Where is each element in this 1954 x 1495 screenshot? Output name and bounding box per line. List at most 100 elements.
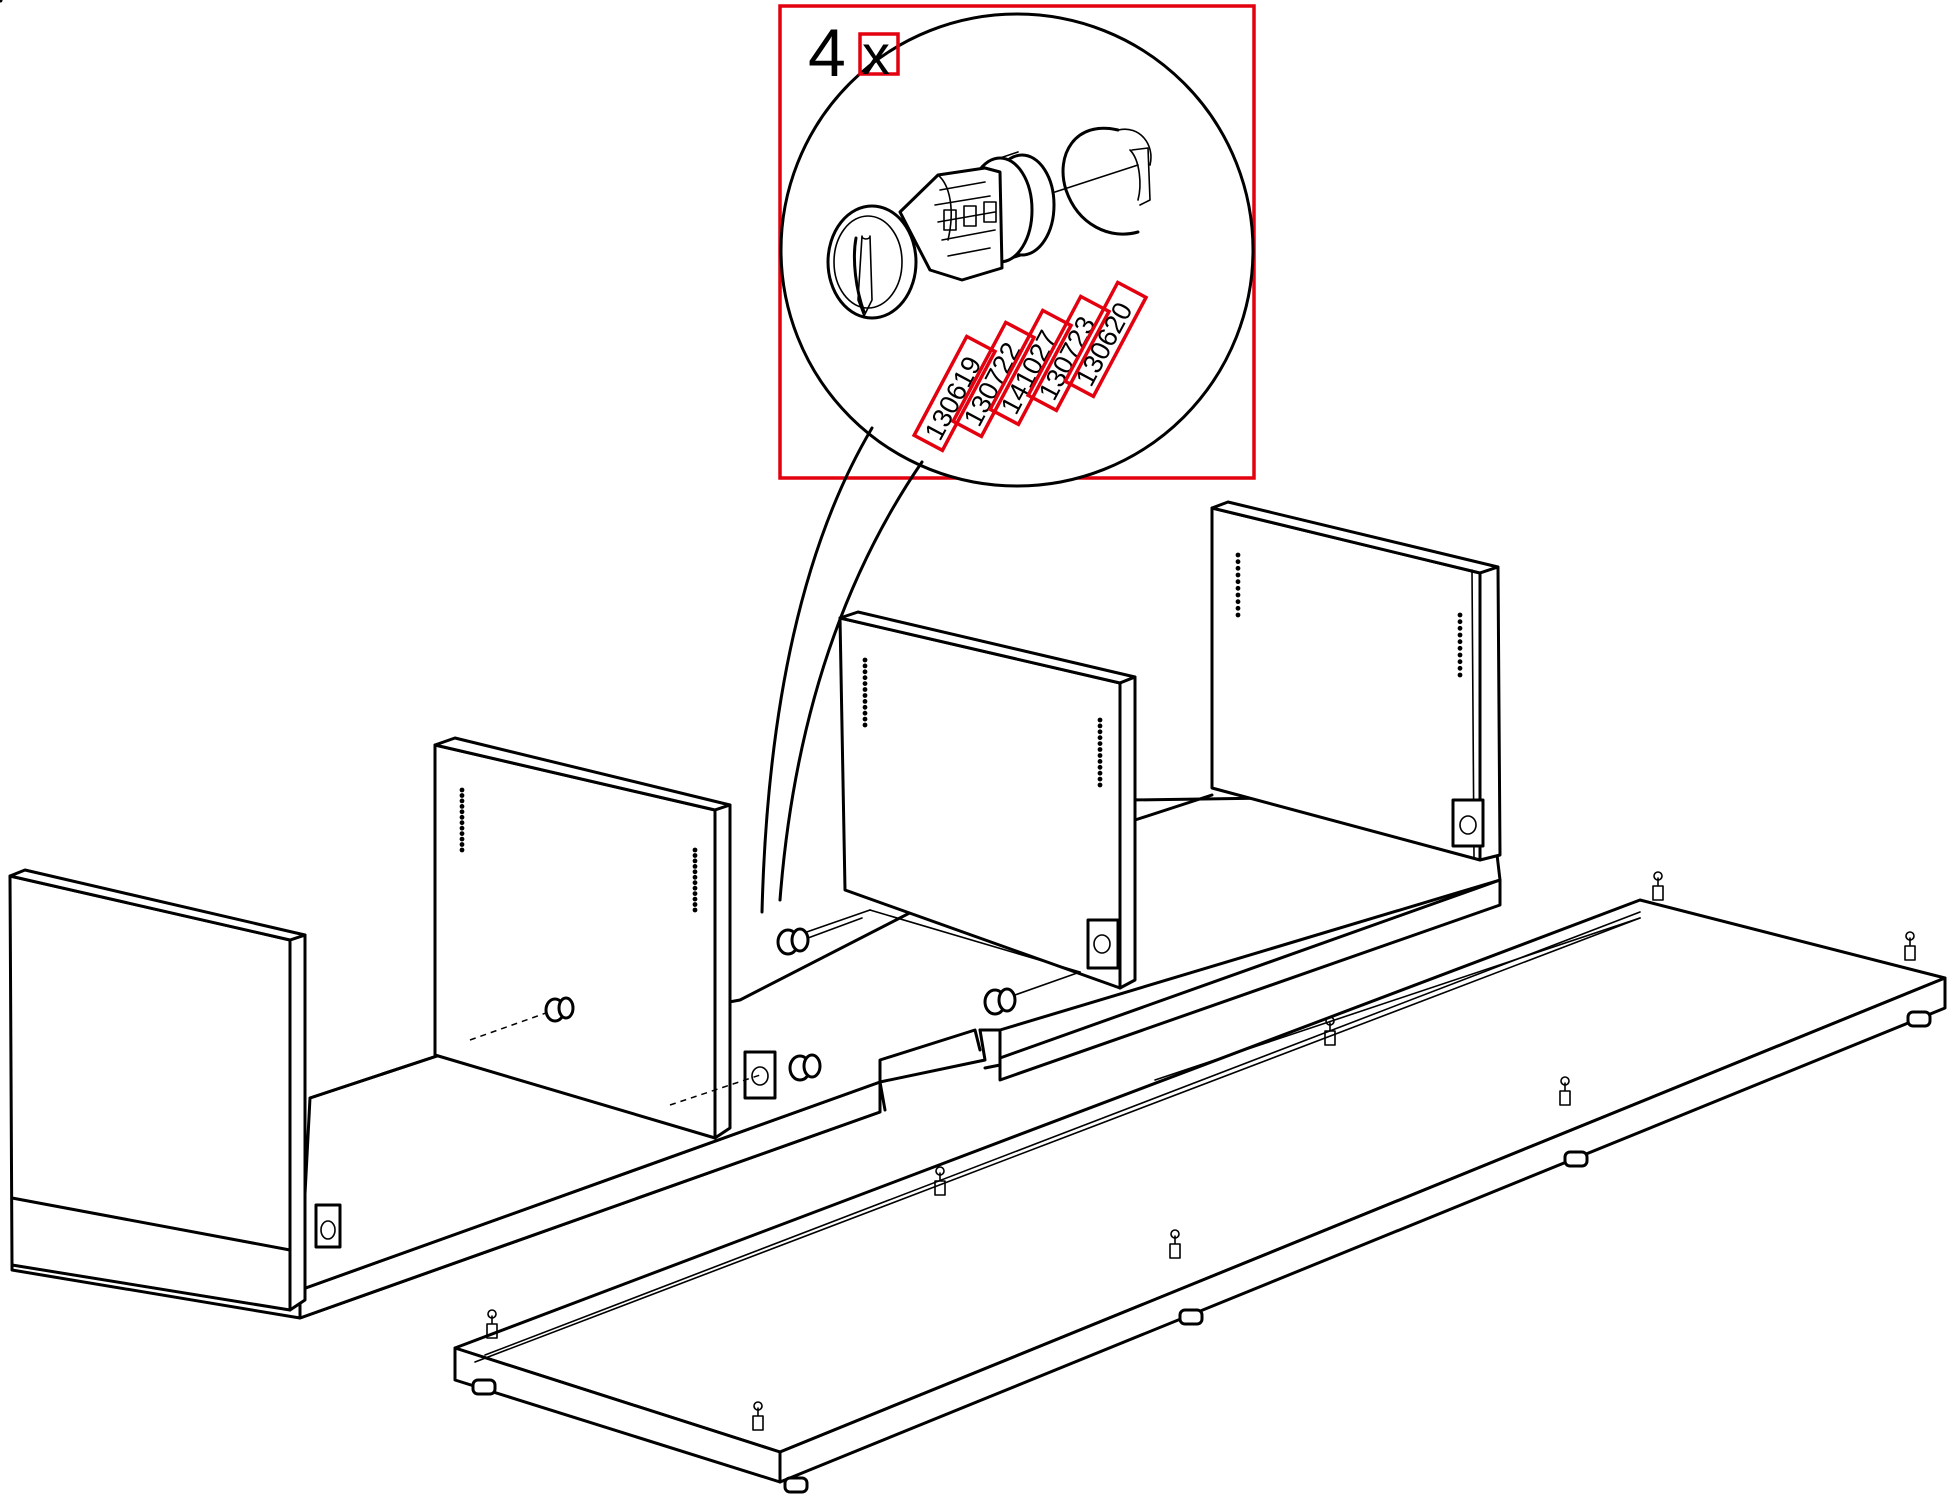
shelf-pin-hole xyxy=(459,804,465,809)
shelf-pin-hole xyxy=(1097,753,1103,758)
cam-lock-dowel-icon xyxy=(788,1053,822,1082)
shelf-pin-hole xyxy=(1457,672,1463,678)
cam-bracket-icon xyxy=(743,1050,777,1100)
divider-panel-2 xyxy=(797,610,1137,996)
dowel-peg-head xyxy=(487,1309,497,1319)
shelf-pin-hole xyxy=(459,831,465,836)
shelf-pin-hole xyxy=(1097,747,1103,752)
shelf-pin-hole xyxy=(1235,585,1241,591)
shelf-pin-hole xyxy=(1235,552,1241,558)
quantity-number: 4 xyxy=(808,15,846,91)
shelf-pin-hole xyxy=(459,842,465,847)
dowel-peg-head xyxy=(1325,1016,1335,1026)
adjustable-foot-icon xyxy=(486,871,1916,1431)
shelf-pin-hole xyxy=(1457,665,1463,671)
shelf-pin-hole xyxy=(862,716,868,722)
cabinet-assembly xyxy=(8,500,1502,1320)
shelf-pin-hole xyxy=(1097,764,1103,770)
shelf-pin-hole xyxy=(1097,770,1103,776)
shelf-pin-hole xyxy=(692,907,698,913)
cam-bracket-icon xyxy=(1451,798,1485,848)
right-side-panel xyxy=(1133,500,1502,862)
shelf-pin-hole xyxy=(862,669,868,675)
cam-lock-dowel-icon xyxy=(983,987,1017,1016)
dowel-peg xyxy=(1904,937,1916,961)
shelf-pin-hole xyxy=(459,814,465,820)
shelf-pin-hole xyxy=(692,880,698,886)
callout-box: 4 x xyxy=(760,4,1256,914)
cam-lock-dowel-icon xyxy=(776,917,863,956)
dowel-peg-head xyxy=(1170,1229,1180,1239)
cam-bracket-icon xyxy=(314,1203,342,1249)
dowel-peg-head xyxy=(935,1166,945,1176)
dowel-peg xyxy=(1652,877,1664,901)
shelf-pin-holes xyxy=(0,0,1463,913)
shelf-pin-hole xyxy=(862,687,868,692)
shelf-pin-hole xyxy=(459,809,465,815)
shelf-pin-hole xyxy=(692,864,698,869)
shelf-pin-hole xyxy=(692,869,698,875)
shelf-pin-hole xyxy=(1235,559,1241,565)
shelf-pin-hole xyxy=(862,681,868,686)
cam-bracket-icon xyxy=(1086,918,1120,970)
dowel-peg-head xyxy=(1560,1076,1570,1086)
shelf-pin-hole xyxy=(862,699,868,704)
shelf-pin-hole xyxy=(862,704,868,710)
shelf-pin-hole xyxy=(862,693,868,698)
shelf-pin-hole xyxy=(692,874,698,880)
shelf-pin-hole xyxy=(1097,717,1103,723)
dowel-peg-head xyxy=(753,1401,763,1411)
shelf-pin-hole xyxy=(692,847,698,853)
shelf-pin-hole xyxy=(1235,605,1241,611)
cam-lock-dowel-icon xyxy=(544,996,575,1023)
shelf-pin-hole xyxy=(1097,741,1103,746)
dowel-peg-head xyxy=(1653,871,1663,881)
shelf-pin-hole xyxy=(862,663,868,669)
shelf-pin-hole xyxy=(459,836,465,842)
shelf-pin-hole xyxy=(1097,759,1103,764)
left-side-panel xyxy=(8,874,292,1312)
shelf-pin-hole xyxy=(459,798,465,804)
multiplier-highlight xyxy=(858,32,900,76)
shelf-pin-hole xyxy=(459,847,465,853)
shelf-pin-hole xyxy=(1235,565,1241,571)
shelf-pin-hole xyxy=(1457,612,1463,618)
shelf-pin-hole xyxy=(459,793,465,798)
panel-hole-icon xyxy=(1054,126,1152,236)
shelf-pin-hole xyxy=(459,820,465,826)
shelf-pin-hole xyxy=(459,787,465,793)
cam-lock-dowel-icon xyxy=(826,151,1056,320)
shelf-pin-hole xyxy=(692,885,698,891)
shelf-pin-hole xyxy=(1235,612,1241,618)
shelf-pin-hole xyxy=(692,896,698,902)
shelf-pin-hole xyxy=(1457,625,1463,631)
multiplier-symbol: x xyxy=(862,23,890,86)
shelf-pin-hole xyxy=(1097,735,1103,741)
shelf-pin-hole xyxy=(862,675,868,681)
shelf-pin-hole xyxy=(1457,652,1463,658)
adjustable-foot-icon xyxy=(471,1010,1932,1494)
shelf-pin-hole xyxy=(459,825,465,831)
plinth-board xyxy=(453,871,1947,1494)
shelf-pin-hole xyxy=(1097,729,1103,735)
shelf-pin-hole xyxy=(862,710,868,716)
shelf-pin-hole xyxy=(692,853,698,858)
shelf-pin-hole xyxy=(862,657,868,663)
shelf-pin-hole xyxy=(1457,659,1463,665)
shelf-pin-hole xyxy=(1235,572,1241,578)
shelf-pin-hole xyxy=(862,722,868,728)
shelf-pin-hole xyxy=(1235,579,1241,585)
shelf-pin-hole xyxy=(1457,632,1463,638)
shelf-pin-hole xyxy=(692,891,698,896)
shelf-pin-hole xyxy=(1235,592,1241,598)
shelf-pin-hole xyxy=(0,0,3,3)
shelf-pin-hole xyxy=(1097,776,1103,782)
shelf-pin-hole xyxy=(1097,782,1103,788)
shelf-pin-hole xyxy=(1097,723,1103,729)
shelf-pin-hole xyxy=(692,858,698,864)
callout-pointer-left xyxy=(760,426,874,914)
dowel-peg-head xyxy=(1905,931,1915,941)
shelf-pin-hole xyxy=(1457,645,1463,651)
callout-pointer-right xyxy=(778,460,924,902)
